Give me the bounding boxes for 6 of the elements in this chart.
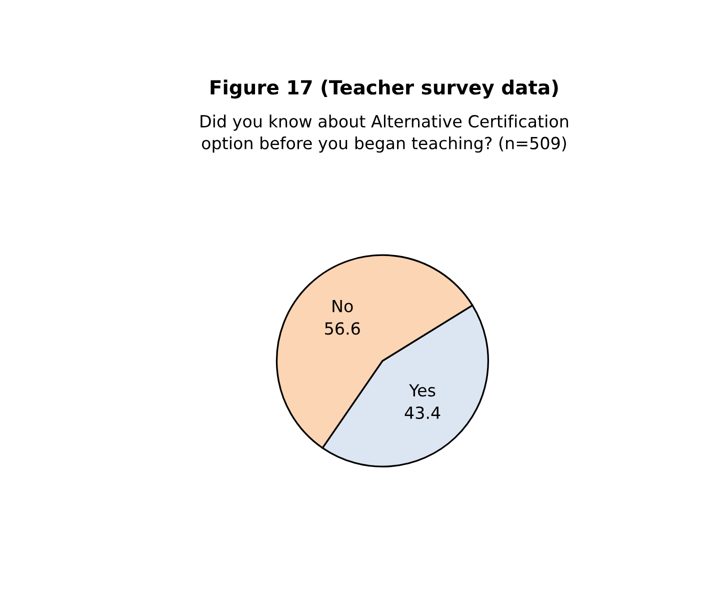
slice-label: Yes [409,384,436,397]
data-label: 43.4 [404,406,440,420]
chart-title: Figure 17 (Teacher survey data) [210,80,558,99]
slice-label: No [332,300,353,312]
data-label: 56.6 [325,322,360,335]
chart-subtitle: Did you know about Alternative Certification option before you began teaching? (n=509) [200,114,568,153]
